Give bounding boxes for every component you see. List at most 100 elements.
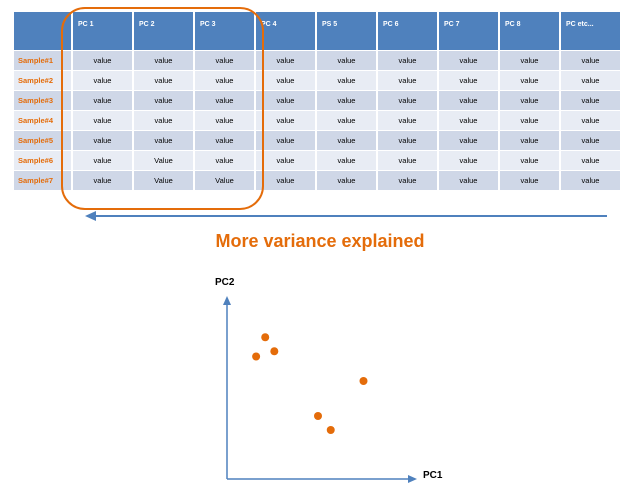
table-row: Sample#2 value value value value value value va… bbox=[14, 70, 620, 90]
table-body: Sample#1 value value value value value value va… bbox=[14, 50, 620, 190]
table-cell: value bbox=[378, 150, 437, 170]
table-cell: Value bbox=[134, 150, 193, 170]
table-cell: value bbox=[317, 70, 376, 90]
table-cell: value bbox=[73, 50, 132, 70]
table-row: Sample#7 value Value Value value value value va… bbox=[14, 170, 620, 190]
table-cell: value bbox=[134, 50, 193, 70]
x-axis-label: PC1 bbox=[423, 470, 443, 481]
table-cell: value bbox=[500, 130, 559, 150]
table-cell: value bbox=[378, 90, 437, 110]
table-cell: value bbox=[561, 150, 620, 170]
table-cell: value bbox=[378, 70, 437, 90]
variance-explained-label: More variance explained bbox=[215, 231, 425, 251]
pca-score-table: PC 1 PC 2 PC 3 PC 4 PS 5 PC 6 PC 7 PC 8 … bbox=[12, 12, 622, 190]
table-header-row: PC 1 PC 2 PC 3 PC 4 PS 5 PC 6 PC 7 PC 8 … bbox=[14, 12, 620, 50]
table-cell: value bbox=[73, 170, 132, 190]
table-cell: value bbox=[256, 70, 315, 90]
table-cell: value bbox=[439, 50, 498, 70]
y-axis-label: PC2 bbox=[215, 277, 235, 288]
table-cell: value bbox=[256, 110, 315, 130]
header-pc5: PS 5 bbox=[317, 12, 376, 50]
table-cell: value bbox=[256, 50, 315, 70]
table-cell: value bbox=[500, 110, 559, 130]
table-cell: value bbox=[195, 50, 254, 70]
table-cell: value bbox=[134, 70, 193, 90]
table-cell: value bbox=[561, 90, 620, 110]
table-cell: value bbox=[256, 150, 315, 170]
top-components-highlight bbox=[61, 7, 264, 210]
table-cell: value bbox=[317, 50, 376, 70]
table-cell: value bbox=[317, 130, 376, 150]
table-row: Sample#5 value value value value value value va… bbox=[14, 130, 620, 150]
table-cell: value bbox=[317, 170, 376, 190]
sample-point bbox=[314, 412, 322, 420]
header-pc4: PC 4 bbox=[256, 12, 315, 50]
variance-arrow bbox=[85, 211, 607, 221]
sample-label: Sample#4 bbox=[14, 110, 71, 130]
table-cell: value bbox=[561, 170, 620, 190]
header-pc6: PC 6 bbox=[378, 12, 437, 50]
header-pc8: PC 8 bbox=[500, 12, 559, 50]
table-cell: value bbox=[500, 50, 559, 70]
table-cell: value bbox=[561, 50, 620, 70]
table-cell: value bbox=[73, 70, 132, 90]
table-cell: value bbox=[500, 90, 559, 110]
table-cell: value bbox=[317, 110, 376, 130]
table-cell: value bbox=[439, 170, 498, 190]
sample-label: Sample#6 bbox=[14, 150, 71, 170]
table-cell: value bbox=[439, 130, 498, 150]
header-pc-etc: PC etc... bbox=[561, 12, 620, 50]
table-cell: value bbox=[500, 170, 559, 190]
header-pc2: PC 2 bbox=[134, 12, 193, 50]
sample-label: Sample#5 bbox=[14, 130, 71, 150]
table-cell: value bbox=[378, 110, 437, 130]
table-cell: value bbox=[256, 170, 315, 190]
table-cell: value bbox=[256, 90, 315, 110]
table-cell: value bbox=[439, 150, 498, 170]
sample-point bbox=[270, 347, 279, 356]
table-row: Sample#3 value value value value value value va… bbox=[14, 90, 620, 110]
table-cell: value bbox=[134, 110, 193, 130]
table-row: Sample#1 value value value value value value va… bbox=[14, 50, 620, 70]
table-cell: value bbox=[317, 90, 376, 110]
table-cell: value bbox=[561, 130, 620, 150]
x-axis bbox=[227, 475, 417, 483]
sample-point bbox=[261, 333, 270, 342]
table-cell: value bbox=[134, 130, 193, 150]
table-cell: value bbox=[195, 150, 254, 170]
table-cell: value bbox=[317, 150, 376, 170]
sample-label: Sample#2 bbox=[14, 70, 71, 90]
table-cell: value bbox=[195, 70, 254, 90]
table-row: Sample#6 value Value value value value value va… bbox=[14, 150, 620, 170]
table-cell: value bbox=[73, 130, 132, 150]
sample-point bbox=[252, 352, 261, 361]
sample-label: Sample#3 bbox=[14, 90, 71, 110]
table-cell: value bbox=[195, 130, 254, 150]
table-row: Sample#4 value value value value value value va… bbox=[14, 110, 620, 130]
table-cell: value bbox=[73, 110, 132, 130]
table-cell: value bbox=[195, 90, 254, 110]
table-cell: value bbox=[439, 110, 498, 130]
sample-label: Sample#7 bbox=[14, 170, 71, 190]
table-cell: value bbox=[378, 170, 437, 190]
table-cell: value bbox=[439, 70, 498, 90]
scatter-points bbox=[252, 333, 368, 434]
table-cell: Value bbox=[195, 170, 254, 190]
table-cell: value bbox=[500, 70, 559, 90]
sample-point bbox=[326, 426, 335, 434]
table-cell: value bbox=[256, 130, 315, 150]
header-pc7: PC 7 bbox=[439, 12, 498, 50]
table-cell: value bbox=[378, 130, 437, 150]
table-cell: value bbox=[378, 50, 437, 70]
table-cell: value bbox=[439, 90, 498, 110]
table-cell: value bbox=[195, 110, 254, 130]
y-axis bbox=[223, 296, 231, 479]
table-cell: value bbox=[134, 90, 193, 110]
table-cell: value bbox=[500, 150, 559, 170]
table-cell: value bbox=[561, 110, 620, 130]
table-cell: Value bbox=[134, 170, 193, 190]
table-cell: value bbox=[561, 70, 620, 90]
table-cell: value bbox=[73, 90, 132, 110]
sample-point bbox=[359, 377, 368, 385]
